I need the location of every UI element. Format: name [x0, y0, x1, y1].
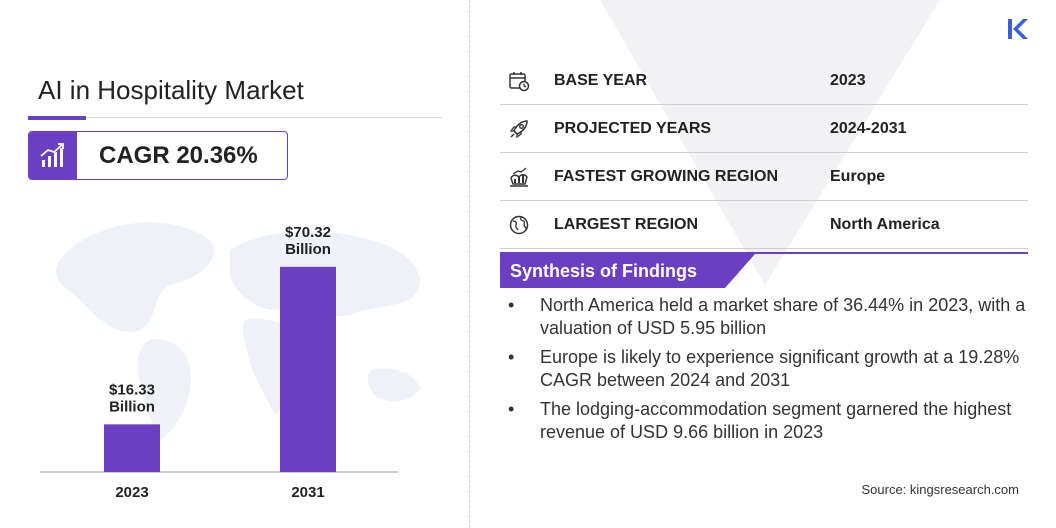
finding-text: The lodging-accommodation segment garner…	[540, 399, 1012, 442]
synthesis-header-shape	[500, 254, 755, 288]
page-title: AI in Hospitality Market	[38, 75, 304, 105]
stat-value: 2024-2031	[830, 120, 907, 137]
stat-label: PROJECTED YEARS	[554, 120, 712, 137]
synthesis-rule	[500, 252, 1028, 254]
stat-row-projected-years: PROJECTED YEARS 2024-2031	[500, 105, 1028, 153]
stat-value: 2023	[830, 72, 866, 89]
finding-item: • The lodging-accommodation segment garne…	[506, 398, 1026, 444]
bullet: •	[508, 295, 515, 315]
finding-item: • Europe is likely to experience signific…	[506, 346, 1026, 392]
bar-2031	[280, 266, 336, 472]
synthesis-header: Synthesis of Findings	[500, 254, 755, 288]
bar-2023	[104, 424, 160, 472]
cagr-badge: CAGR 20.36%	[28, 131, 288, 180]
background-triangle	[600, 0, 940, 285]
globe-icon	[509, 215, 529, 235]
stat-label: LARGEST REGION	[554, 216, 699, 233]
stat-value: Europe	[830, 168, 886, 185]
stat-label: FASTEST GROWING REGION	[554, 168, 779, 185]
stat-value: North America	[830, 216, 940, 233]
stats-table: BASE YEAR 2023 PROJECTED YEARS 2024-2031…	[500, 57, 1028, 249]
x-tick-label-2023: 2023	[115, 484, 148, 501]
source-credit: Source: kingsresearch.com	[861, 482, 1019, 497]
cagr-value: CAGR 20.36%	[99, 142, 258, 169]
rocket-icon	[509, 120, 528, 139]
stat-row-base-year: BASE YEAR 2023	[500, 57, 1028, 105]
data-label-2031: $70.32	[285, 224, 331, 241]
bullet: •	[508, 347, 515, 367]
finding-text: North America held a market share of 36.…	[540, 295, 1026, 338]
finding-item: • North America held a market share of 36…	[506, 294, 1026, 340]
x-tick-label-2031: 2031	[291, 484, 324, 501]
title-accent-bar	[28, 116, 86, 120]
data-label-2023: $16.33	[109, 381, 155, 398]
data-label-2023: Billion	[109, 398, 155, 415]
stat-row-largest-region: LARGEST REGION North America	[500, 201, 1028, 249]
growth-chart-icon	[40, 143, 64, 167]
findings-list: • North America held a market share of 36…	[506, 294, 1026, 450]
synthesis-title: Synthesis of Findings	[510, 261, 698, 281]
cagr-icon-cell	[29, 132, 77, 179]
data-label-2031: Billion	[285, 241, 331, 258]
bullet: •	[508, 399, 515, 419]
title-underline	[28, 117, 442, 118]
stat-label: BASE YEAR	[554, 72, 648, 89]
panel-divider	[469, 0, 470, 528]
growth-region-icon	[510, 167, 528, 187]
kings-research-logo	[1008, 19, 1028, 39]
finding-text: Europe is likely to experience significa…	[540, 347, 1020, 390]
calendar-icon	[509, 72, 530, 92]
stat-row-fastest-growing-region: FASTEST GROWING REGION Europe	[500, 153, 1028, 201]
